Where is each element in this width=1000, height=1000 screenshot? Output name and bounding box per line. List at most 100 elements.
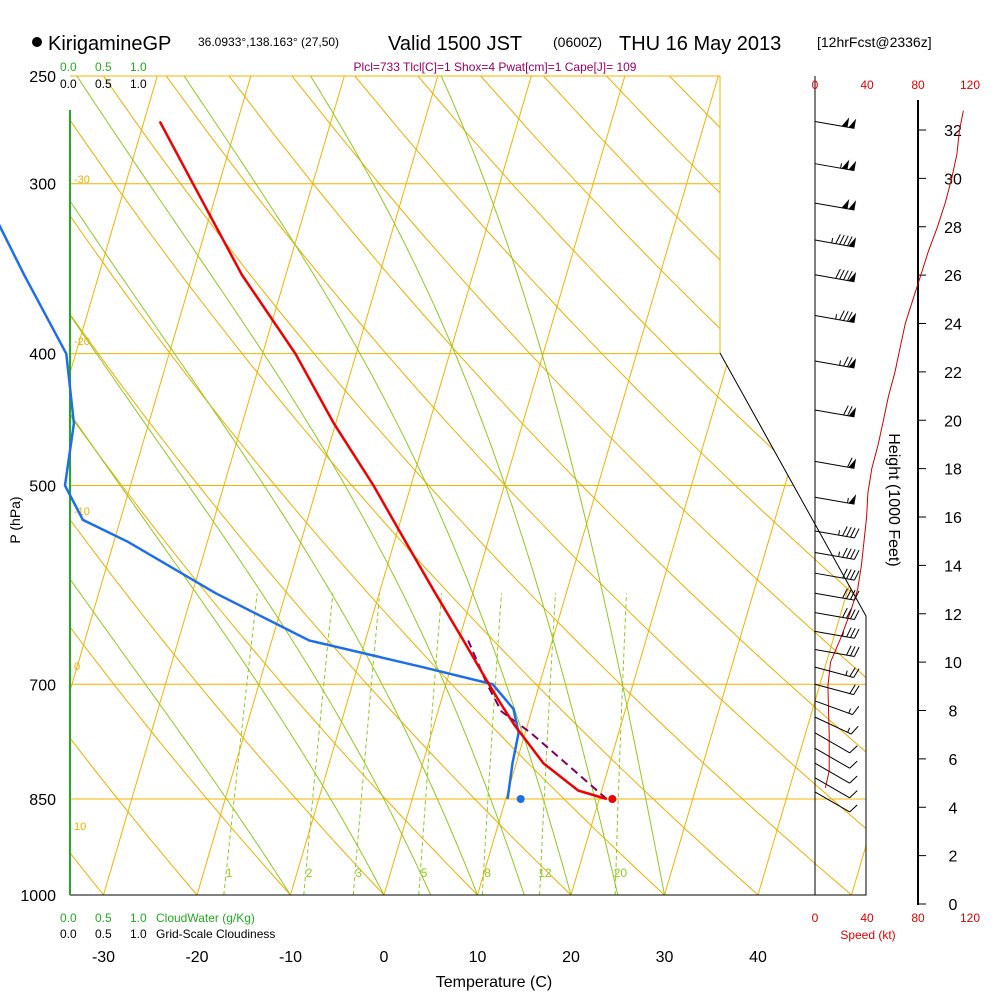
cloudwater-label: CloudWater (g/Kg) <box>156 911 255 925</box>
station-name: KirigamineGP <box>48 33 171 55</box>
wind-barb-shaft <box>814 592 855 601</box>
wind-barb-feather <box>843 235 849 246</box>
wind-barb-feather <box>847 406 853 416</box>
wind-barb <box>814 159 857 172</box>
wind-barb <box>814 762 858 784</box>
moist-adiabat-line <box>310 76 619 895</box>
dry-adiabat-line <box>70 76 291 895</box>
temperature-tick-label: 20 <box>562 949 580 966</box>
temperature-tick-label: -30 <box>92 949 115 966</box>
wind-barb-pennant <box>848 312 857 323</box>
cloudiness-tick-bottom-1: 0.5 <box>95 927 112 941</box>
mixing-ratio-label: 2 <box>306 866 313 880</box>
wind-barb <box>814 747 858 769</box>
wind-barb-feather <box>842 526 848 537</box>
cloudiness-tick-bottom-2: 1.0 <box>130 927 147 941</box>
wind-barb <box>814 588 860 601</box>
mixing-ratio-line <box>418 593 443 895</box>
dry-adiabat-line <box>70 76 198 895</box>
wind-barb-shaft <box>814 700 853 716</box>
wind-barb-feather <box>847 270 853 281</box>
dry-adiabat-line <box>354 76 866 895</box>
wind-barb-feather <box>843 405 849 416</box>
height-tick-label: 24 <box>944 317 962 334</box>
cloud-scale-top: 0.0 0.5 1.0 0.0 0.5 1.0 <box>60 60 147 91</box>
wind-barb-shaft <box>814 791 850 813</box>
wind-barb-half-feather <box>845 670 848 676</box>
cloudiness-tick-bottom-0: 0.0 <box>60 927 77 941</box>
wind-barb-feather <box>850 646 856 656</box>
wind-barb-feather <box>843 356 849 367</box>
height-tick-label: 10 <box>944 655 962 672</box>
wind-barb <box>814 198 857 211</box>
isotherm-line <box>757 76 866 895</box>
wind-barb-feather <box>853 668 860 678</box>
cloudwater-tick-top-1: 0.5 <box>95 60 112 74</box>
wind-barb-pennant <box>841 198 850 209</box>
station-location: 36.0933°,138.163° (27,50) <box>198 35 339 49</box>
wind-barb-pennant <box>848 237 857 247</box>
cloudwater-tick-bottom-2: 1.0 <box>130 911 147 925</box>
wind-barb-feather <box>847 457 853 468</box>
wind-barb-feather <box>853 609 860 620</box>
dry-adiabat-label: 0 <box>805 449 815 469</box>
wind-barb-feather <box>846 589 852 599</box>
cloudiness-tick-top-1: 0.5 <box>95 77 112 91</box>
wind-barb-shaft <box>814 777 850 799</box>
wind-barb-feather <box>835 234 841 244</box>
dry-adiabat-label: 30 <box>757 362 777 382</box>
pressure-tick-label: 850 <box>29 792 56 809</box>
cloudiness-label: Grid-Scale Cloudiness <box>156 927 275 941</box>
wind-barb-feather <box>846 526 852 537</box>
mixing-ratio-line <box>223 593 258 895</box>
wind-barb <box>814 627 860 639</box>
wind-barb-shaft <box>814 716 852 735</box>
mixing-ratio-line <box>614 593 627 895</box>
wind-barb-half-feather <box>847 497 849 504</box>
wind-barb-feather <box>849 667 856 677</box>
temperature-tick-label: -10 <box>279 949 302 966</box>
moist-adiabat-line <box>70 76 385 895</box>
cloudwater-tick-top-2: 1.0 <box>130 60 147 74</box>
wind-barb-half-feather <box>847 727 851 733</box>
cloud-scale-bottom: 0.0 0.5 1.0 CloudWater (g/Kg) 0.0 0.5 1.… <box>60 911 275 941</box>
wind-barb-feather <box>847 357 853 367</box>
wind-barb-feather <box>853 628 860 639</box>
wind-barb <box>814 234 857 248</box>
temperature-tick-label: 10 <box>469 949 487 966</box>
temperature-line <box>158 120 608 801</box>
wind-barb-feather <box>849 775 858 784</box>
wind-barb-feather <box>850 628 856 638</box>
height-tick-label: 26 <box>944 268 962 285</box>
height-tick-label: 22 <box>944 365 962 382</box>
wind-barb <box>814 117 857 129</box>
wind-barb-shaft <box>814 762 850 784</box>
height-tick-label: 20 <box>944 413 962 430</box>
wind-tick-bottom-3: 120 <box>960 911 980 925</box>
mixing-ratio-label: 12 <box>538 866 552 880</box>
wind-barb-shaft <box>814 630 855 639</box>
wind-barb-pennant <box>848 458 857 469</box>
wind-barb <box>814 268 857 283</box>
pressure-tick-label: 300 <box>29 177 56 194</box>
wind-barb-half-feather <box>831 237 834 244</box>
wind-barb-feather <box>849 804 858 813</box>
wind-barb <box>814 716 859 735</box>
sounding-profiles <box>0 120 617 803</box>
wind-barb-shaft <box>814 163 855 172</box>
dry-adiabat-line <box>70 76 665 895</box>
pressure-tick-label: 400 <box>29 347 56 364</box>
dry-adiabat-line <box>70 76 759 895</box>
dry-adiabat-label: 0 <box>74 661 80 673</box>
wind-tick-bottom-2: 80 <box>911 911 925 925</box>
height-tick-label: 2 <box>949 849 958 866</box>
wind-barbs <box>814 117 860 813</box>
wind-barb <box>814 607 860 621</box>
wind-barb-feather <box>850 725 859 735</box>
height-tick-label: 12 <box>944 607 962 624</box>
wind-tick-top-3: 120 <box>960 78 980 92</box>
wind-tick-bottom-0: 0 <box>812 911 819 925</box>
dry-adiabat-label: 20 <box>733 229 753 249</box>
pressure-tick-label: 700 <box>29 677 56 694</box>
wind-barb <box>814 356 857 369</box>
